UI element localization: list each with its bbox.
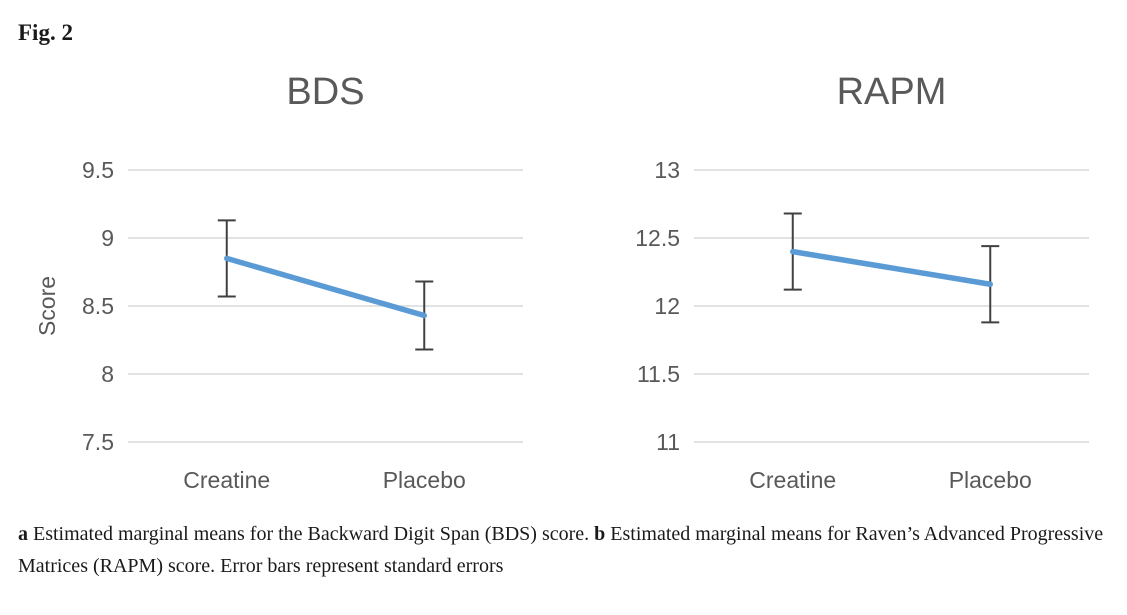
y-tick-label: 11.5 <box>637 361 680 387</box>
bds-line-chart: BDS 9.5 9 8.5 8 7.5 Creatine Placebo Score <box>34 71 523 493</box>
x-category-label: Creatine <box>749 467 836 493</box>
y-tick-label: 11 <box>656 429 680 455</box>
data-line <box>790 248 993 287</box>
y-axis-title: Score <box>34 276 60 336</box>
y-tick-label: 12.5 <box>635 225 680 251</box>
y-tick-label: 7.5 <box>82 429 114 455</box>
x-category-label: Placebo <box>949 467 1032 493</box>
caption-part-b-text: Estimated marginal means for Raven’s Adv… <box>18 523 1104 577</box>
data-line <box>224 255 427 319</box>
chart-rapm: RAPM 13 12.5 12 11.5 11 Creatine Placebo <box>594 52 1104 497</box>
figure-2: Fig. 2 BDS 9.5 9 8.5 8 7.5 Creatine Placebo Scor… <box>0 20 1127 582</box>
caption-part-b-label: b <box>594 523 606 545</box>
y-tick-label: 12 <box>654 293 680 319</box>
charts-row: BDS 9.5 9 8.5 8 7.5 Creatine Placebo Score RAPM 1… <box>0 52 1127 497</box>
y-tick-label: 9.5 <box>82 157 114 183</box>
figure-label: Fig. 2 <box>18 20 73 45</box>
chart-title: RAPM <box>837 71 947 113</box>
x-category-label: Creatine <box>183 467 270 493</box>
x-category-label: Placebo <box>383 467 466 493</box>
y-tick-label: 8.5 <box>82 293 114 319</box>
chart-title: BDS <box>286 71 364 113</box>
caption-part-a-text: Estimated marginal means for the Backwar… <box>28 523 595 545</box>
y-tick-label: 9 <box>101 225 114 251</box>
caption-part-a-label: a <box>18 523 28 545</box>
y-tick-label: 8 <box>101 361 114 387</box>
chart-bds: BDS 9.5 9 8.5 8 7.5 Creatine Placebo Score <box>28 52 538 497</box>
rapm-line-chart: RAPM 13 12.5 12 11.5 11 Creatine Placebo <box>635 71 1089 493</box>
figure-caption: a Estimated marginal means for the Backw… <box>18 519 1106 582</box>
y-tick-label: 13 <box>654 157 680 183</box>
